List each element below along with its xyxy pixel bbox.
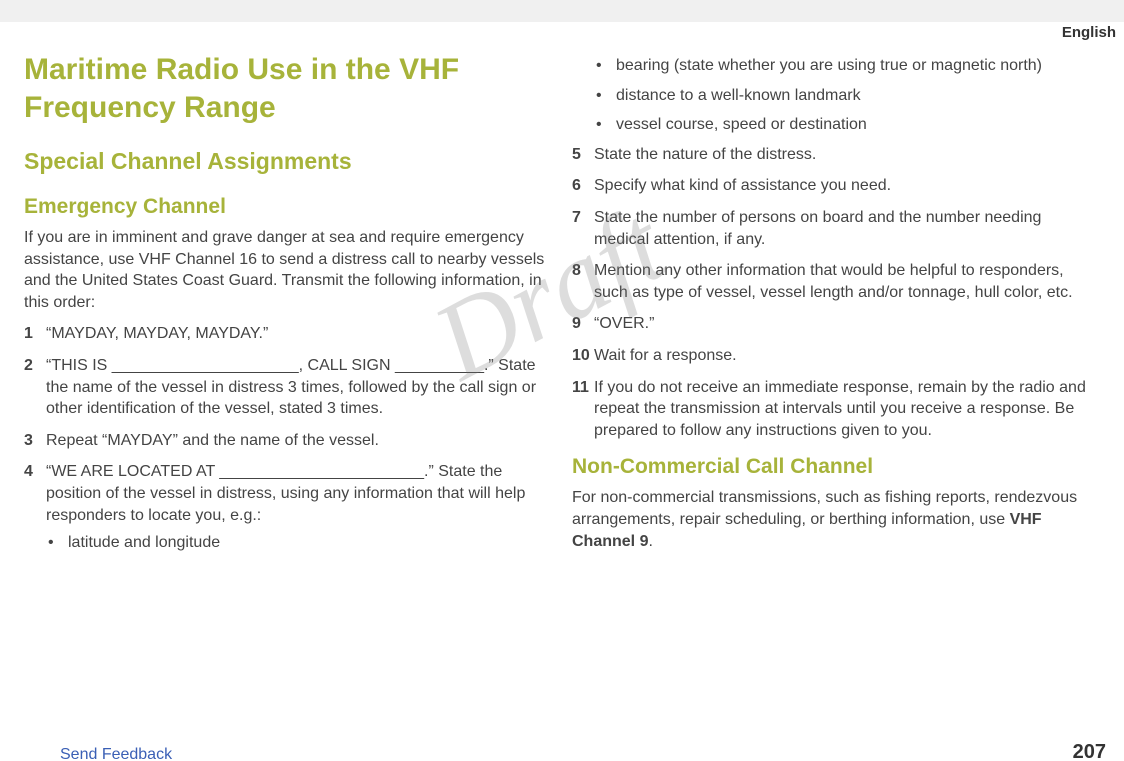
section-heading-emergency: Emergency Channel [24,195,552,219]
bullet-item: latitude and longitude [46,532,552,554]
step-item: 6Specify what kind of assistance you nee… [572,175,1100,197]
step-item: 8Mention any other information that woul… [572,260,1100,303]
step-item: 5State the nature of the distress. [572,144,1100,166]
step-number: 6 [572,175,594,197]
step-text: “THIS IS _____________________, CALL SIG… [46,355,552,420]
step-item: 4 “WE ARE LOCATED AT ___________________… [24,461,552,561]
left-column: Maritime Radio Use in the VHF Frequency … [14,51,562,741]
step-text: State the nature of the distress. [594,144,1100,166]
step-number: 5 [572,144,594,166]
intro-paragraph: If you are in imminent and grave danger … [24,227,552,313]
language-label: English [0,22,1124,41]
step-text: State the number of persons on board and… [594,207,1100,250]
step-text: “MAYDAY, MAYDAY, MAYDAY.” [46,323,552,345]
step-number: 9 [572,313,594,335]
page-body: Maritime Radio Use in the VHF Frequency … [0,41,1124,741]
noncommercial-paragraph: For non-commercial transmissions, such a… [572,487,1100,552]
location-bullets-right: bearing (state whether you are using tru… [594,55,1100,136]
step-text: Mention any other information that would… [594,260,1100,303]
step-number: 8 [572,260,594,303]
section-heading-noncommercial: Non-Commercial Call Channel [572,455,1100,479]
step-number: 1 [24,323,46,345]
para-text-post: . [648,533,652,550]
step-item: 10Wait for a response. [572,345,1100,367]
bullet-text: latitude and longitude [68,532,220,554]
step-text: If you do not receive an immediate respo… [594,377,1100,442]
step-text: Specify what kind of assistance you need… [594,175,1100,197]
top-bar [0,0,1124,22]
right-column: bearing (state whether you are using tru… [562,51,1110,741]
bullet-item: bearing (state whether you are using tru… [594,55,1100,77]
step-number: 11 [572,377,594,442]
page-title: Maritime Radio Use in the VHF Frequency … [24,51,552,126]
document-page: English Draft Maritime Radio Use in the … [0,0,1124,761]
step-number: 4 [24,461,46,561]
bullet-item: distance to a well-known landmark [594,85,1100,107]
emergency-steps-left: 1“MAYDAY, MAYDAY, MAYDAY.” 2“THIS IS ___… [24,323,552,561]
page-number: 207 [1073,741,1106,761]
step-number: 10 [572,345,594,367]
step-text-content: “WE ARE LOCATED AT _____________________… [46,463,525,523]
step-item: 2“THIS IS _____________________, CALL SI… [24,355,552,420]
send-feedback-link[interactable]: Send Feedback [60,746,172,761]
step-number: 7 [572,207,594,250]
step-number: 2 [24,355,46,420]
bullet-text: bearing (state whether you are using tru… [616,55,1042,77]
bullet-item: vessel course, speed or destination [594,114,1100,136]
step-item: 3Repeat “MAYDAY” and the name of the ves… [24,430,552,452]
step-text: “WE ARE LOCATED AT _____________________… [46,461,552,561]
step-text: Repeat “MAYDAY” and the name of the vess… [46,430,552,452]
step-number: 3 [24,430,46,452]
step-item: 7State the number of persons on board an… [572,207,1100,250]
step-text: “OVER.” [594,313,1100,335]
location-bullets-left: latitude and longitude [46,532,552,554]
step-item: 11If you do not receive an immediate res… [572,377,1100,442]
page-footer: Send Feedback 207 [0,741,1124,761]
step-item: 1“MAYDAY, MAYDAY, MAYDAY.” [24,323,552,345]
bullet-text: distance to a well-known landmark [616,85,861,107]
section-heading-special: Special Channel Assignments [24,148,552,175]
bullet-text: vessel course, speed or destination [616,114,867,136]
step-text: Wait for a response. [594,345,1100,367]
para-text-pre: For non-commercial transmissions, such a… [572,489,1077,528]
emergency-steps-right: 5State the nature of the distress. 6Spec… [572,144,1100,442]
step-item: 9“OVER.” [572,313,1100,335]
